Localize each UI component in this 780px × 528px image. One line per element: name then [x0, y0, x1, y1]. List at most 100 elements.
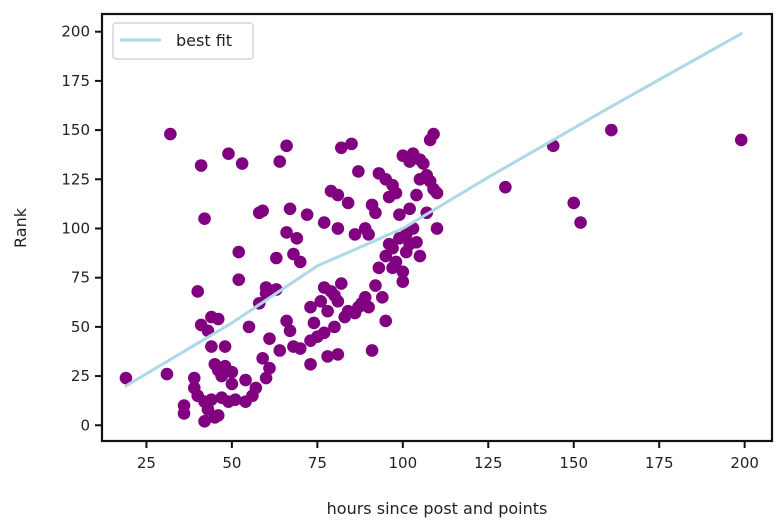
data-point [205, 393, 218, 406]
data-point [229, 393, 242, 406]
y-tick-label: 175 [61, 72, 90, 90]
data-point [164, 127, 177, 141]
data-point [605, 123, 618, 137]
y-axis-ticks: 0 25 50 75 100 125 150 175 200 [61, 23, 102, 434]
y-tick-label: 0 [80, 416, 90, 434]
data-point [331, 222, 345, 235]
data-point [293, 342, 307, 355]
data-point [334, 141, 348, 155]
data-point [403, 202, 416, 216]
data-point [386, 241, 399, 255]
data-point [205, 340, 218, 353]
data-point [369, 279, 382, 292]
data-point [119, 371, 133, 385]
data-point [430, 186, 444, 200]
data-point [365, 344, 379, 357]
data-point [328, 320, 341, 334]
data-point [396, 265, 410, 279]
x-tick-label: 175 [645, 454, 674, 472]
data-point [304, 300, 317, 314]
x-tick-label: 25 [137, 454, 156, 472]
data-point [334, 277, 348, 290]
data-point [300, 208, 314, 222]
y-tick-label: 200 [61, 23, 90, 41]
data-point [194, 159, 208, 172]
data-point [160, 367, 174, 381]
x-axis-ticks: 25 50 75 100 125 150 175 200 [137, 441, 759, 472]
data-point [362, 300, 375, 314]
data-point [256, 352, 269, 365]
data-point [177, 407, 191, 420]
data-point [352, 165, 365, 178]
data-point [280, 226, 293, 239]
data-point [191, 285, 205, 298]
legend-label-best-fit: best fit [176, 31, 232, 50]
data-point [259, 371, 273, 385]
data-point [574, 216, 587, 229]
data-point [410, 188, 423, 202]
data-point [283, 324, 297, 338]
data-point [225, 365, 239, 379]
data-point [270, 251, 283, 265]
data-point [317, 216, 331, 229]
data-point [358, 291, 372, 304]
data-point [427, 127, 440, 141]
data-point [410, 235, 423, 249]
data-point [235, 157, 249, 170]
data-point [317, 326, 331, 340]
data-point [198, 415, 211, 428]
data-point [225, 377, 239, 391]
data-point [321, 304, 334, 318]
x-tick-label: 150 [559, 454, 588, 472]
data-point [413, 249, 427, 263]
data-point [393, 208, 406, 222]
data-point [331, 188, 345, 202]
data-point [211, 409, 225, 422]
data-point [280, 314, 293, 328]
x-tick-label: 125 [474, 454, 503, 472]
data-point [222, 147, 235, 161]
data-point [263, 332, 276, 345]
x-tick-label: 75 [308, 454, 327, 472]
best-fit-line [124, 32, 743, 388]
data-point [218, 340, 232, 353]
data-point [379, 314, 393, 328]
data-point [211, 312, 225, 326]
data-point [307, 316, 321, 330]
data-point [345, 137, 358, 151]
x-axis-label: hours since post and points [327, 499, 548, 518]
data-point [567, 196, 581, 210]
data-point [290, 232, 304, 245]
y-axis-label: Rank [11, 207, 30, 248]
data-point [376, 291, 389, 304]
x-tick-label: 200 [730, 454, 759, 472]
x-tick-label: 100 [388, 454, 417, 472]
x-tick-label: 50 [222, 454, 241, 472]
data-point [256, 204, 269, 218]
data-point [389, 255, 403, 269]
scatter-points [119, 123, 748, 428]
y-tick-label: 25 [71, 367, 90, 385]
legend: best fit [112, 22, 254, 60]
y-tick-label: 100 [61, 219, 90, 237]
data-point [249, 381, 263, 395]
legend-box [112, 22, 254, 60]
data-point [280, 139, 293, 153]
data-point [396, 275, 410, 288]
data-point [187, 371, 201, 385]
data-point [417, 157, 430, 170]
y-tick-label: 50 [71, 318, 90, 336]
data-point [341, 196, 355, 210]
data-point [293, 255, 307, 269]
data-point [369, 206, 382, 220]
data-point [331, 348, 345, 361]
data-point [734, 133, 748, 147]
data-point [389, 186, 403, 200]
data-point [232, 245, 246, 259]
y-tick-label: 125 [61, 170, 90, 188]
data-point [348, 228, 362, 241]
y-tick-label: 75 [71, 269, 90, 287]
data-point [304, 357, 317, 371]
data-point [430, 222, 444, 235]
